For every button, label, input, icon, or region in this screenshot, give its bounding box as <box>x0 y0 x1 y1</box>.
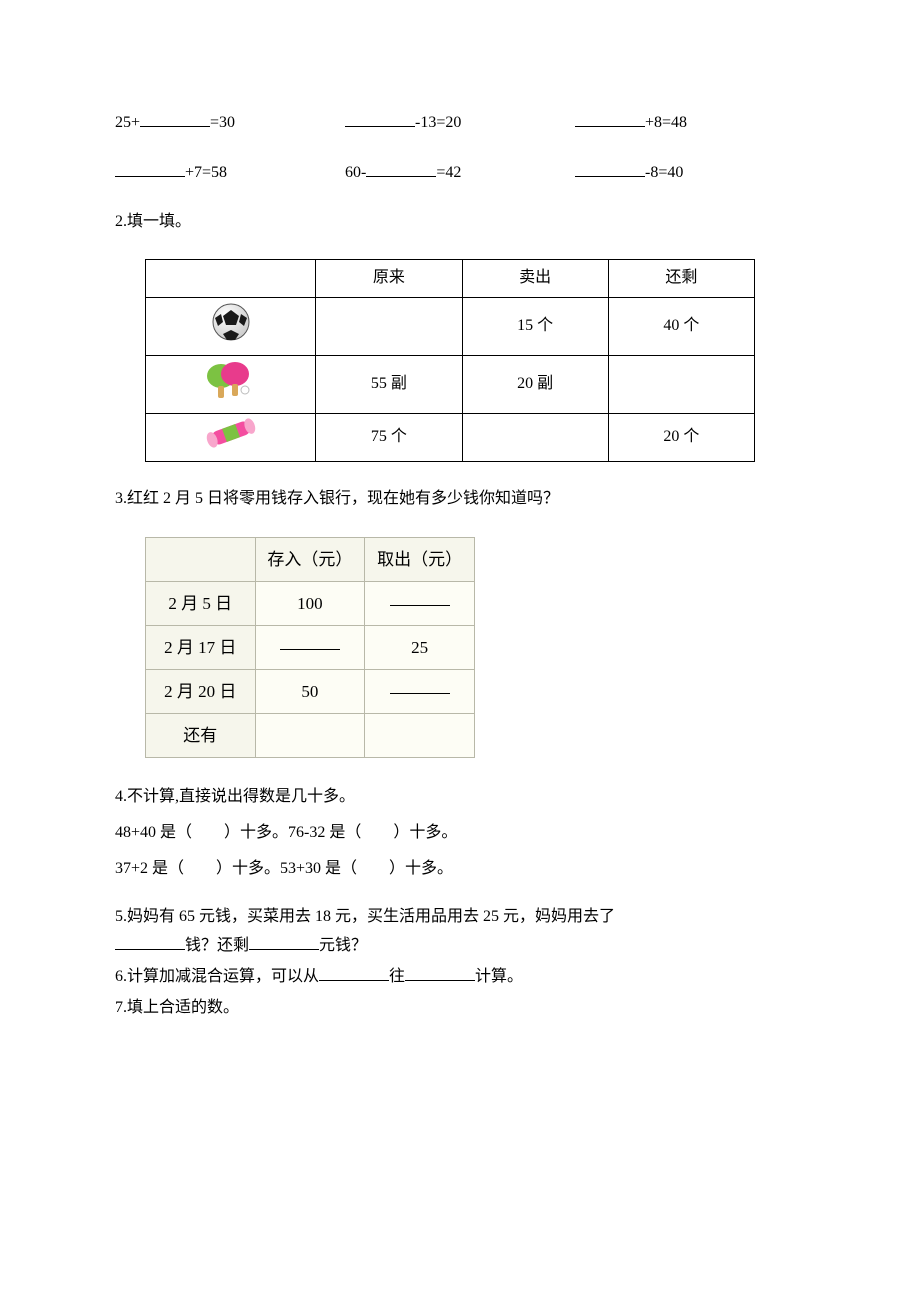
eq-post: +8=48 <box>645 114 687 131</box>
item-icon-cell <box>146 413 316 461</box>
table-cell[interactable] <box>608 355 754 413</box>
soccer-ball-icon <box>209 300 253 344</box>
table-cell[interactable] <box>316 297 462 355</box>
q6-text: 6.计算加减混合运算，可以从 <box>115 968 319 985</box>
table-row: 2 月 20 日 50 <box>146 670 475 714</box>
table-header: 取出（元） <box>365 538 475 582</box>
withdraw-cell <box>365 582 475 626</box>
fill-blank[interactable] <box>319 965 389 981</box>
table-row: 2 月 5 日 100 <box>146 582 475 626</box>
candy-icon <box>201 416 261 450</box>
eq-post: -8=40 <box>645 164 683 181</box>
table-row: 55 副 20 副 <box>146 355 755 413</box>
table-header: 存入（元） <box>255 538 365 582</box>
table-row: 15 个 40 个 <box>146 297 755 355</box>
table-header: 原来 <box>316 259 462 297</box>
table-cell: 75 个 <box>316 413 462 461</box>
item-icon-cell <box>146 355 316 413</box>
eq-post: +7=58 <box>185 164 227 181</box>
q6-text: 往 <box>389 968 405 985</box>
equation-row-1: 25+ =30 -13=20 +8=48 <box>115 110 805 136</box>
dash-icon <box>390 693 450 694</box>
question-4: 4.不计算,直接说出得数是几十多。 48+40 是（ ）十多。76-32 是（ … <box>115 784 805 881</box>
table-header <box>146 538 256 582</box>
question-7: 7.填上合适的数。 <box>115 994 805 1023</box>
table-cell: 20 副 <box>462 355 608 413</box>
question-title: 2.填一填。 <box>115 209 805 235</box>
equation-cell: -13=20 <box>345 110 575 136</box>
table-cell: 40 个 <box>608 297 754 355</box>
eq-post: -13=20 <box>415 114 461 131</box>
bank-table: 存入（元） 取出（元） 2 月 5 日 100 2 月 17 日 25 2 月 … <box>145 537 475 758</box>
question-5: 5.妈妈有 65 元钱，买菜用去 18 元，买生活用品用去 25 元，妈妈用去了… <box>115 903 805 961</box>
date-cell: 2 月 5 日 <box>146 582 256 626</box>
q6-text: 计算。 <box>475 968 523 985</box>
dash-icon <box>280 649 340 650</box>
equation-cell: -8=40 <box>575 160 805 186</box>
table-header-row: 原来 卖出 还剩 <box>146 259 755 297</box>
fill-blank[interactable] <box>405 965 475 981</box>
deposit-cell: 100 <box>255 582 365 626</box>
table-cell: 20 个 <box>608 413 754 461</box>
q5-text: 5.妈妈有 65 元钱，买菜用去 18 元，买生活用品用去 25 元，妈妈用去了 <box>115 908 615 925</box>
fill-blank[interactable] <box>115 934 185 950</box>
eq-post: =30 <box>210 114 235 131</box>
worksheet-page: 25+ =30 -13=20 +8=48 +7=58 60- =42 -8=40 2… <box>0 0 920 1064</box>
q5-text: 元钱？ <box>319 937 367 954</box>
question-title: 7.填上合适的数。 <box>115 999 239 1016</box>
table-row: 75 个 20 个 <box>146 413 755 461</box>
question-3: 3.红红 2 月 5 日将零用钱存入银行，现在她有多少钱你知道吗？ 存入（元） … <box>115 486 805 759</box>
equation-cell: 25+ =30 <box>115 110 345 136</box>
eq-pre: 25+ <box>115 114 140 131</box>
fill-blank[interactable] <box>115 161 185 177</box>
deposit-cell[interactable] <box>255 714 365 758</box>
deposit-cell: 50 <box>255 670 365 714</box>
equation-cell: +7=58 <box>115 160 345 186</box>
question-title: 3.红红 2 月 5 日将零用钱存入银行，现在她有多少钱你知道吗？ <box>115 486 805 512</box>
equation-cell: 60- =42 <box>345 160 575 186</box>
question-6: 6.计算加减混合运算，可以从 往 计算。 <box>115 963 805 992</box>
question-line: 48+40 是（ ）十多。76-32 是（ ）十多。 <box>115 820 805 846</box>
fill-blank[interactable] <box>140 111 210 127</box>
date-cell: 还有 <box>146 714 256 758</box>
withdraw-cell <box>365 670 475 714</box>
question-2: 2.填一填。 原来 卖出 还剩 <box>115 209 805 462</box>
inventory-table: 原来 卖出 还剩 <box>145 259 755 462</box>
fill-blank[interactable] <box>366 161 436 177</box>
question-line: 37+2 是（ ）十多。53+30 是（ ）十多。 <box>115 856 805 882</box>
equation-cell: +8=48 <box>575 110 805 136</box>
table-row: 2 月 17 日 25 <box>146 626 475 670</box>
table-cell: 55 副 <box>316 355 462 413</box>
date-cell: 2 月 17 日 <box>146 626 256 670</box>
table-row: 还有 <box>146 714 475 758</box>
eq-pre: 60- <box>345 164 366 181</box>
fill-blank[interactable] <box>249 934 319 950</box>
question-title: 4.不计算,直接说出得数是几十多。 <box>115 784 805 810</box>
table-header: 还剩 <box>608 259 754 297</box>
fill-blank[interactable] <box>575 161 645 177</box>
dash-icon <box>390 605 450 606</box>
table-cell[interactable] <box>462 413 608 461</box>
table-header <box>146 259 316 297</box>
eq-post: =42 <box>436 164 461 181</box>
item-icon-cell <box>146 297 316 355</box>
table-header: 卖出 <box>462 259 608 297</box>
fill-blank[interactable] <box>345 111 415 127</box>
fill-blank[interactable] <box>575 111 645 127</box>
q5-text: 钱？还剩 <box>185 937 249 954</box>
paddle-icon <box>201 358 261 402</box>
withdraw-cell: 25 <box>365 626 475 670</box>
date-cell: 2 月 20 日 <box>146 670 256 714</box>
equation-row-2: +7=58 60- =42 -8=40 <box>115 160 805 186</box>
table-cell: 15 个 <box>462 297 608 355</box>
deposit-cell <box>255 626 365 670</box>
withdraw-cell[interactable] <box>365 714 475 758</box>
table-header-row: 存入（元） 取出（元） <box>146 538 475 582</box>
